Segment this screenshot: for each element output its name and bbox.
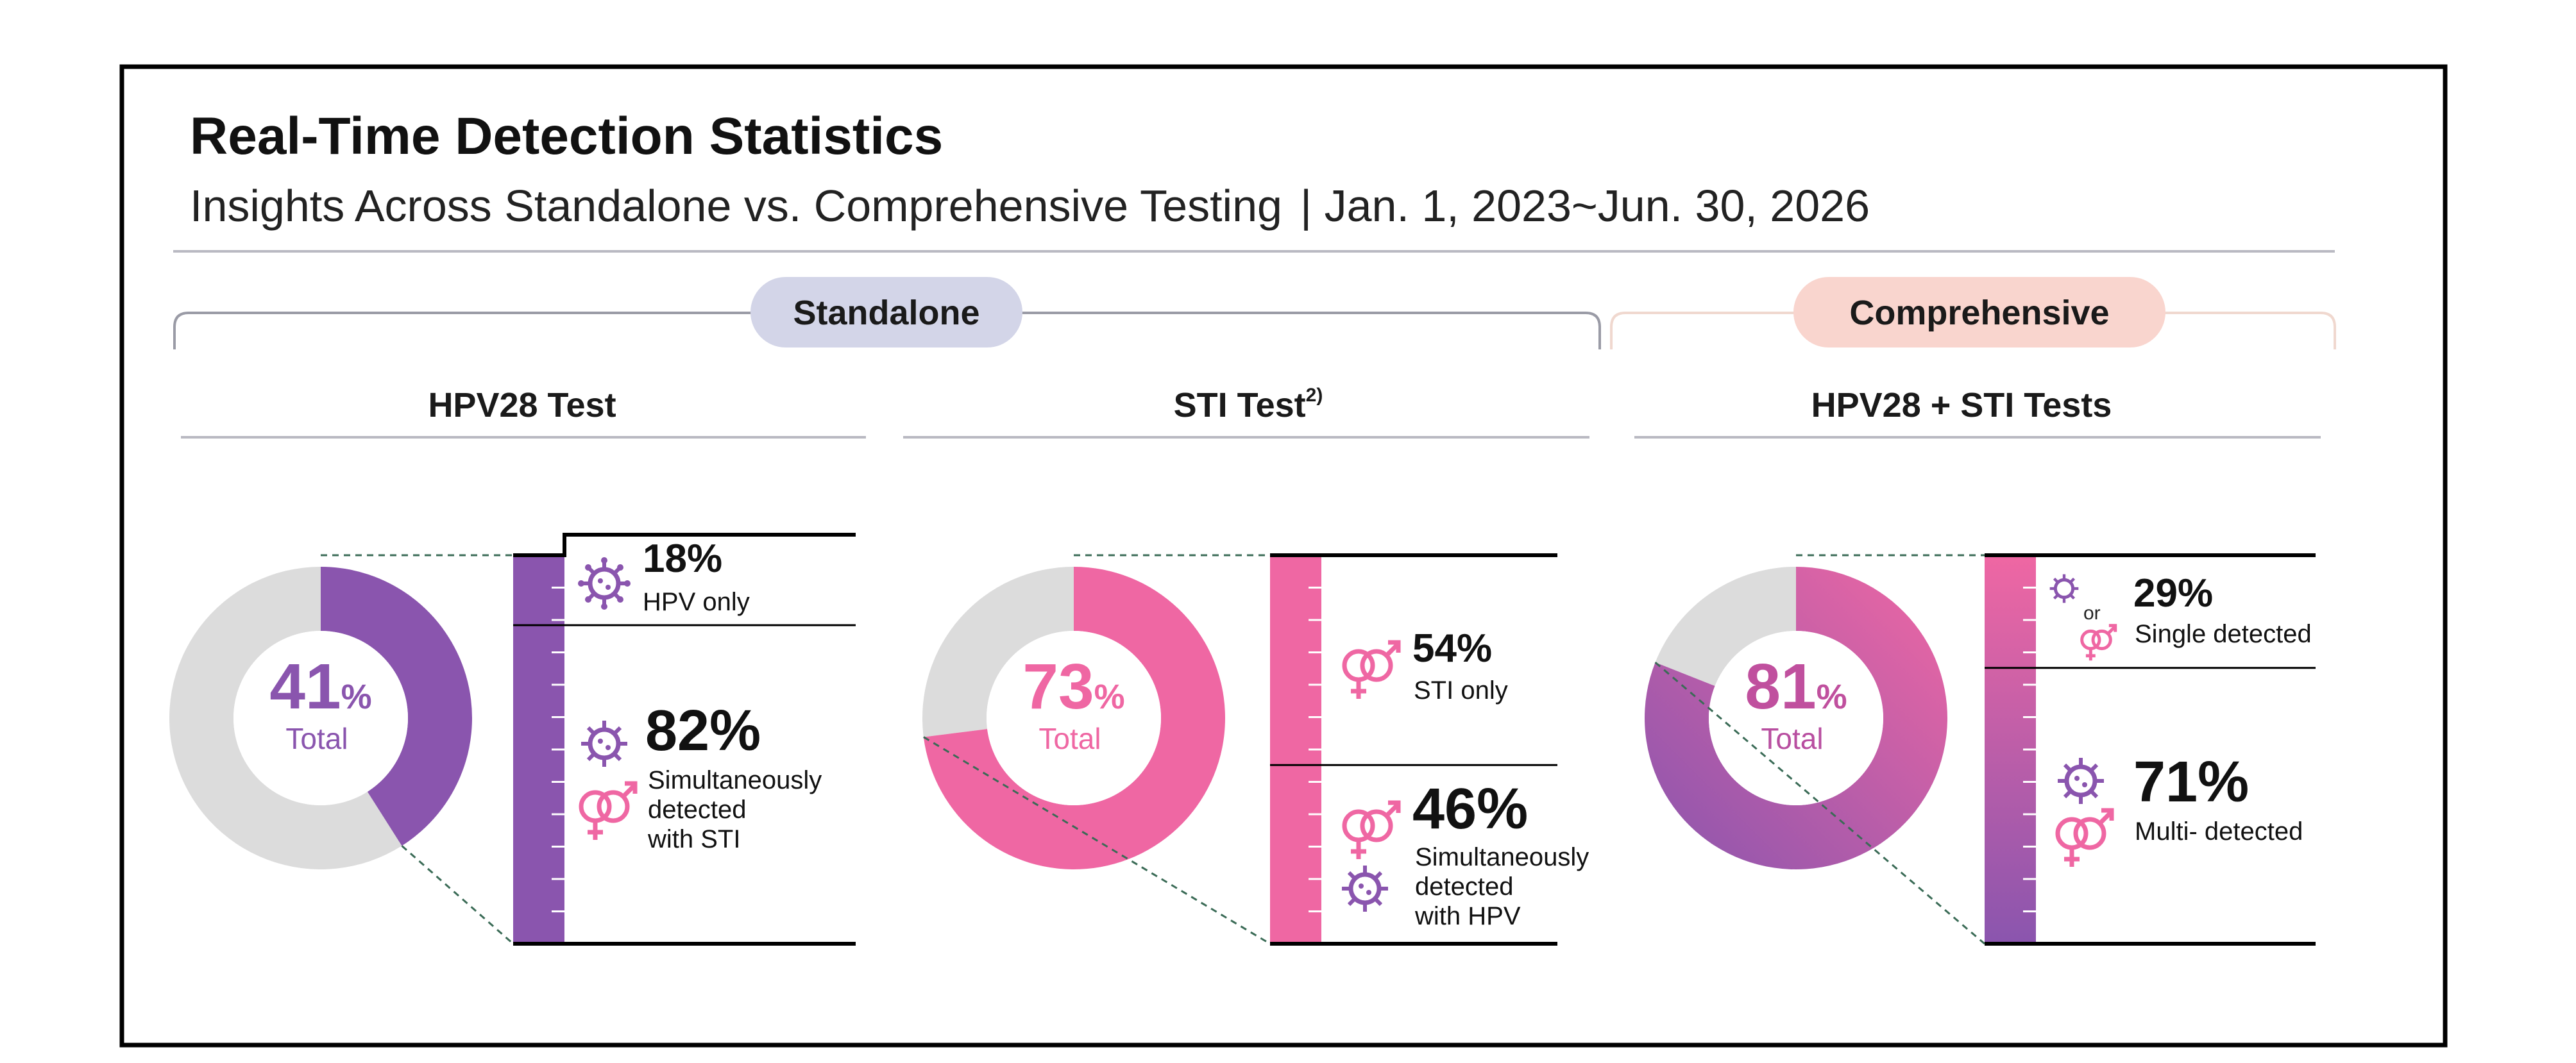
donut-slice-hpv28 [321,567,472,846]
label-line: Simultaneously [1415,843,1589,871]
donut-center-value-hpv28: 41% [269,651,371,723]
donut-center-label-sti: Total [1038,722,1101,755]
date-range: | Jan. 1, 2023~Jun. 30, 2026 [1300,181,1870,231]
gender-symbols-icon [579,781,638,840]
center-number: 81 [1745,651,1816,723]
donut-rest-combined [1655,567,1796,686]
virus-icon [1342,866,1388,912]
sti-footnote-marker: 2) [1306,385,1323,406]
donut-rest-hpv28 [169,567,402,869]
virus-icon [578,557,631,610]
donut-hole-hpv28 [233,631,408,805]
bar-ticks-sti [1309,587,1321,912]
bar-ticks-combined [2023,587,2036,912]
gender-symbols-icon [2080,624,2117,661]
comprehensive-label: Comprehensive [1849,294,2109,332]
label-line: with STI [647,825,740,853]
label-sti-with-hpv: Simultaneously detected with HPV [1414,843,1596,930]
donut-slice-sti [923,567,1225,870]
gender-symbols-icon [2055,808,2114,867]
page-title: Real-Time Detection Statistics [190,107,943,165]
pct-multi-detected: 71% [2133,750,2249,814]
center-number: 73 [1022,651,1094,723]
standalone-label: Standalone [793,294,979,332]
pct-single-detected: 29% [2133,571,2213,615]
donut-center-label-hpv28: Total [285,722,348,755]
label-line: Simultaneously [648,766,822,794]
label-line: with HPV [1414,902,1521,930]
label-multi-detected: Multi- detected [2135,817,2303,846]
label-hpv-with-sti: Simultaneously detected with STI [647,766,829,853]
comprehensive-pill [1793,277,2165,347]
pct-hpv-only: 18% [643,537,722,581]
or-connector-label: or [2083,603,2101,624]
label-line: detected [1415,873,1513,901]
panel-title-combined: HPV28 + STI Tests [1811,386,2112,424]
page-subtitle: Insights Across Standalone vs. Comprehen… [190,181,1870,231]
donut-hole-combined [1709,631,1883,805]
combined-panel: 81% Total or 29% Single detected [1645,553,2316,946]
hpv28-panel: 41% Total 18% HPV only 82% [169,533,856,946]
label-sti-only: STI only [1414,676,1508,705]
pct-sti-only: 54% [1412,626,1492,671]
donut-center-value-sti: 73% [1022,651,1124,723]
center-unit: % [1094,678,1125,716]
connector-bottom-hpv28 [401,845,514,945]
virus-icon [2049,574,2079,603]
virus-icon [2058,758,2104,804]
virus-icon [581,721,627,767]
donut-center-label-combined: Total [1761,722,1823,755]
label-single-detected: Single detected [2135,620,2312,648]
sti-panel: 73% Total 54% STI only 46% Simultaneousl… [922,553,1596,946]
center-number: 41 [269,651,341,723]
gender-symbols-icon [1342,800,1401,859]
donut-center-value-combined: 81% [1745,651,1847,723]
sti-title-text: STI Test [1174,386,1306,424]
bar-ticks-hpv28 [552,587,564,912]
connector-bottom-combined [1654,661,1985,945]
center-unit: % [1817,678,1847,716]
gender-symbols-icon [1342,640,1401,699]
center-unit: % [341,678,372,716]
panel-title-sti: STI Test2) [1174,385,1323,424]
outer-frame [119,64,2448,1048]
label-line: detected [648,796,746,824]
standalone-pill [750,277,1022,347]
top-rule-hpv28 [513,533,856,557]
donut-rest-sti [922,567,1074,737]
panel-title-hpv28: HPV28 Test [428,386,616,424]
donut-slice-combined [1645,567,1948,870]
subtitle-text: Insights Across Standalone vs. Comprehen… [190,181,1282,231]
label-hpv-only: HPV only [643,588,750,616]
donut-hole-sti [987,631,1161,805]
pct-sti-with-hpv: 46% [1412,777,1528,841]
connector-bottom-sti [923,736,1271,945]
pct-hpv-with-sti: 82% [645,699,761,763]
